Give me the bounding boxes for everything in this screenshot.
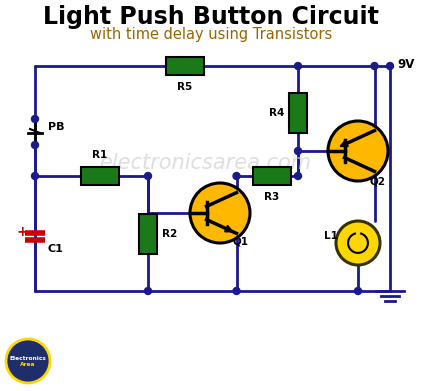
- Circle shape: [371, 63, 378, 70]
- FancyBboxPatch shape: [81, 167, 119, 185]
- Circle shape: [190, 183, 250, 243]
- Circle shape: [31, 142, 38, 149]
- Circle shape: [233, 172, 240, 179]
- Text: Q2: Q2: [370, 176, 386, 186]
- Circle shape: [31, 172, 38, 179]
- FancyBboxPatch shape: [289, 93, 307, 133]
- Text: C1: C1: [47, 244, 63, 254]
- Circle shape: [328, 121, 388, 181]
- FancyBboxPatch shape: [139, 214, 157, 254]
- Circle shape: [294, 147, 302, 154]
- Text: R2: R2: [162, 229, 177, 239]
- Circle shape: [31, 115, 38, 122]
- FancyBboxPatch shape: [166, 57, 204, 75]
- Circle shape: [6, 339, 50, 383]
- Circle shape: [294, 172, 302, 179]
- Text: +: +: [16, 224, 27, 239]
- Text: R1: R1: [92, 150, 107, 160]
- Text: R5: R5: [177, 82, 192, 92]
- Circle shape: [294, 63, 302, 70]
- Circle shape: [387, 63, 393, 70]
- Circle shape: [145, 287, 151, 294]
- Circle shape: [354, 287, 362, 294]
- Circle shape: [336, 221, 380, 265]
- Text: PB: PB: [48, 122, 64, 132]
- Text: R4: R4: [269, 108, 284, 118]
- Circle shape: [145, 172, 151, 179]
- Text: electronicsarea.com: electronicsarea.com: [99, 153, 311, 173]
- Circle shape: [233, 287, 240, 294]
- Text: Light Push Button Circuit: Light Push Button Circuit: [43, 5, 379, 29]
- Text: L1: L1: [324, 231, 338, 241]
- Text: Q1: Q1: [232, 237, 248, 246]
- Text: Electronics: Electronics: [10, 355, 47, 361]
- Text: with time delay using Transistors: with time delay using Transistors: [90, 27, 332, 43]
- Text: 9V: 9V: [397, 57, 415, 70]
- FancyBboxPatch shape: [253, 167, 291, 185]
- Text: R3: R3: [264, 192, 280, 202]
- Text: Area: Area: [20, 362, 36, 368]
